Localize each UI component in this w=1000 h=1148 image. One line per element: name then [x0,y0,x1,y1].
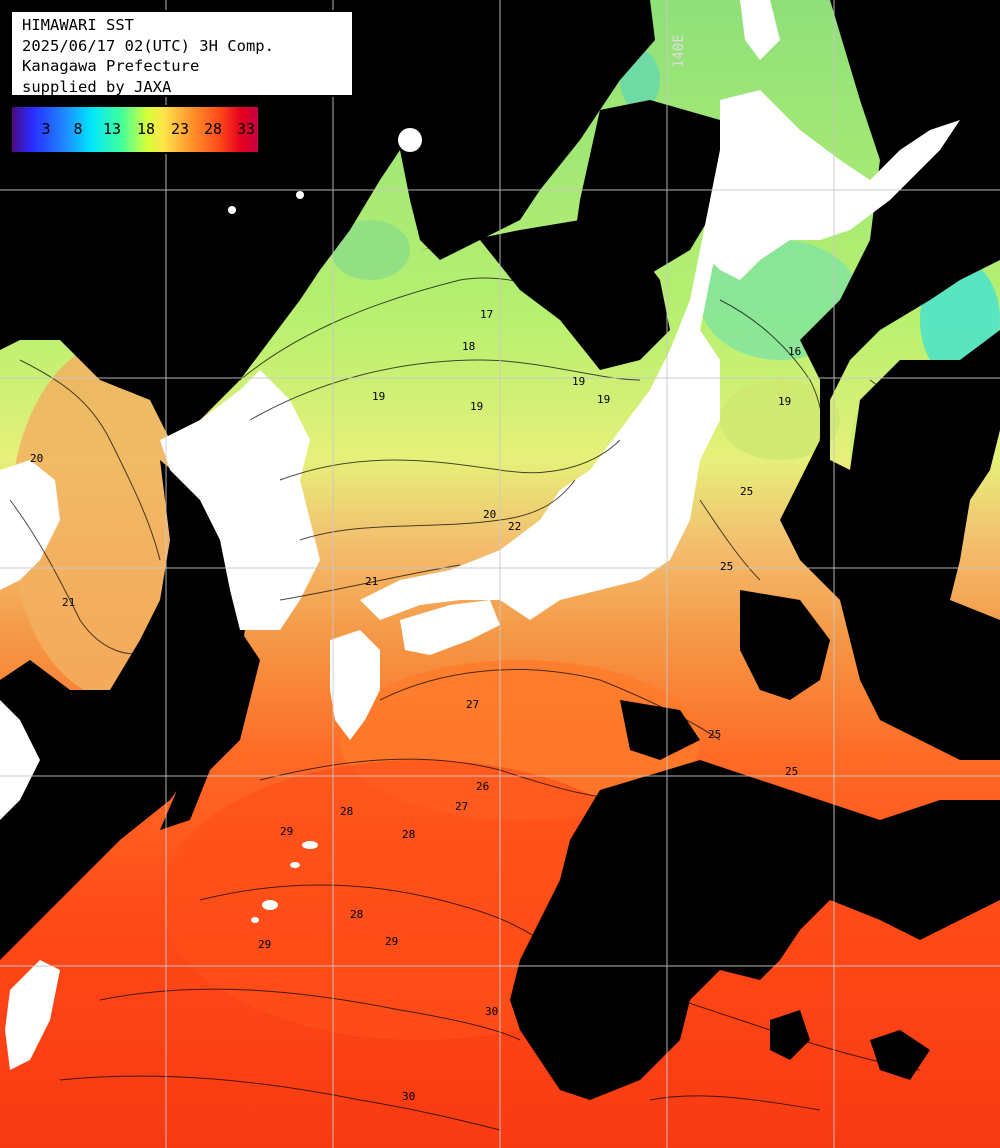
contour-label: 26 [476,780,489,793]
contour-labels: 17 18 19 19 19 19 20 20 21 21 22 25 25 2… [30,308,801,1103]
contour-label: 30 [485,1005,498,1018]
colorbar-label: 23 [170,120,190,138]
contour-label: 27 [455,800,468,813]
colorbar-label: 28 [203,120,223,138]
temperature-colorbar: 3 8 13 18 23 28 33 [10,105,260,154]
contour-label: 28 [350,908,363,921]
map-region: Kanagawa Prefecture [22,57,200,75]
colorbar-label: 33 [236,120,256,138]
contour-label: 19 [372,390,385,403]
contour-label: 25 [785,765,798,778]
map-title: HIMAWARI SST [22,16,134,34]
colorbar-label: 13 [102,120,122,138]
contour-label: 19 [572,375,585,388]
contour-label: 27 [466,698,479,711]
contour-label: 20 [30,452,43,465]
colorbar-label: 18 [136,120,156,138]
map-datetime: 2025/06/17 02(UTC) 3H Comp. [22,36,274,55]
contour-label: 21 [365,575,378,588]
contour-label: 20 [483,508,496,521]
contour-label: 22 [508,520,521,533]
contour-label: 19 [597,393,610,406]
contour-label: 25 [708,728,721,741]
contour-label: 16 [788,345,801,358]
contour-label: 29 [258,938,271,951]
contour-label: 18 [462,340,475,353]
contour-label: 29 [385,935,398,948]
contour-label: 19 [778,395,791,408]
contour-lines [9,277,933,1131]
contour-label: 19 [470,400,483,413]
map-info-box: HIMAWARI SST 2025/06/17 02(UTC) 3H Comp.… [10,10,354,97]
land [0,0,960,1070]
contour-label: 25 [622,701,635,714]
contour-label: 17 [480,308,493,321]
contour-label: 25 [740,485,753,498]
contour-label: 28 [402,828,415,841]
contour-label: 25 [720,560,733,573]
contour-label: 21 [62,596,75,609]
cloud-mask [0,0,1000,1100]
colorbar-label: 3 [41,120,51,138]
islands [251,841,318,923]
colorbar-label: 8 [73,120,83,138]
contour-label: 29 [280,825,293,838]
map-credit: supplied by JAXA [22,77,172,96]
longitude-label: 140E [671,34,687,68]
contour-label: 30 [402,1090,415,1103]
contour-label: 28 [340,805,353,818]
